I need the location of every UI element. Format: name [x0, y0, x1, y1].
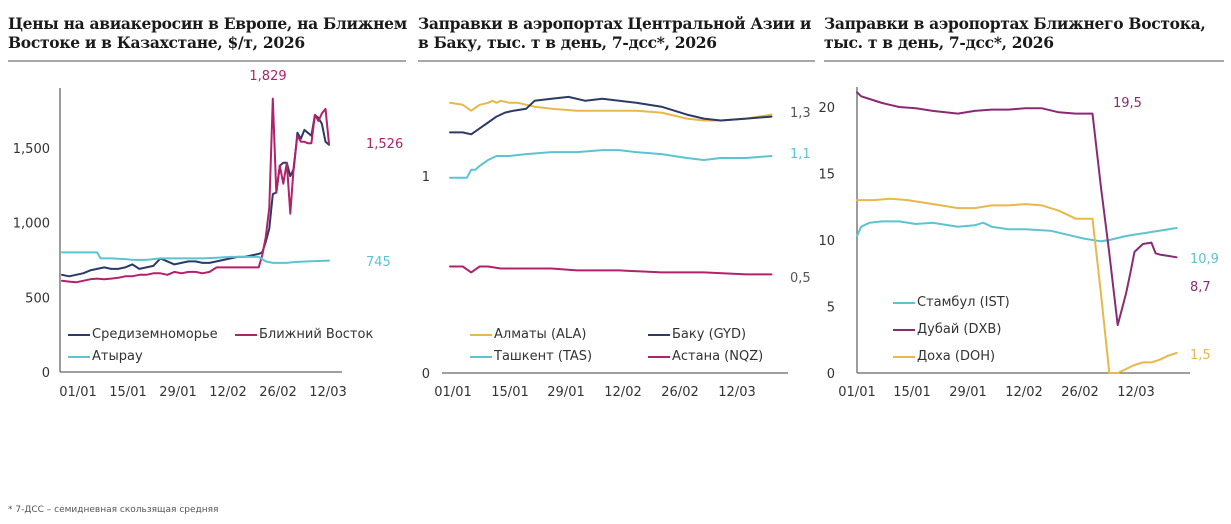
y-tick-label: 15 [818, 167, 835, 182]
y-tick-label: 500 [25, 291, 50, 306]
legend-item-tashkent: Ташкент (TAS) [470, 349, 592, 364]
legend-item-istanbul: Стамбул (IST) [893, 295, 1010, 310]
x-tick-label: 01/01 [434, 385, 471, 400]
series-line-ближний-восток [61, 97, 330, 284]
y-tick-label: 1 [422, 170, 430, 185]
chart-title-line-1: Заправки в аэропортах Ближнего Востока, [824, 14, 1206, 33]
legend-label: Алматы (ALA) [494, 327, 587, 342]
x-tick-label: 26/02 [1061, 385, 1098, 400]
data-label: 1,1 [790, 147, 811, 162]
x-tick-label: 15/01 [491, 385, 528, 400]
legend-label: Ташкент (TAS) [494, 349, 593, 364]
series-line-атырау [61, 251, 330, 264]
title-divider [8, 60, 406, 62]
legend-item-doha: Доха (DOH) [893, 349, 995, 364]
chart-title-line-2: в Баку, тыс. т в день, 7-дсс*, 2026 [418, 33, 717, 52]
chart-title-line-1: Заправки в аэропортах Центральной Азии и [418, 14, 812, 33]
legend-swatch [893, 328, 915, 331]
x-tick-label: 26/02 [259, 385, 296, 400]
y-tick-label: 0 [42, 366, 50, 381]
x-tick-label: 29/01 [159, 385, 196, 400]
legend-item-dubai: Дубай (DXB) [893, 322, 1001, 337]
chart-panel-central-asia-refuelling: Заправки в аэропортах Центральной Азии и… [418, 0, 818, 470]
legend-label: Атырау [92, 349, 143, 364]
chart-title: Цены на авиакеросин в Европе, на Ближнем… [8, 14, 407, 52]
chart-title: Заправки в аэропортах Ближнего Востока, … [824, 14, 1206, 52]
x-tick-label: 26/02 [661, 385, 698, 400]
legend-swatch [235, 333, 257, 336]
chart-title-line-1: Цены на авиакеросин в Европе, на Ближнем [8, 14, 407, 33]
y-tick-label: 1,000 [13, 217, 50, 232]
y-tick-label: 10 [818, 234, 835, 249]
x-tick-label: 12/02 [1005, 385, 1042, 400]
y-tick-label: 0 [827, 367, 835, 382]
data-label: 0,5 [790, 271, 811, 286]
data-label: 8,7 [1190, 280, 1211, 295]
legend-item-astana: Астана (NQZ) [648, 349, 763, 364]
x-tick-label: 12/03 [309, 385, 346, 400]
legend-label: Доха (DOH) [917, 349, 996, 364]
legend-item-middle-east: Ближний Восток [235, 327, 373, 342]
chart-panel-middle-east-refuelling: Заправки в аэропортах Ближнего Востока, … [824, 0, 1228, 470]
legend-label: Баку (GYD) [672, 327, 747, 342]
y-tick-label: 5 [827, 300, 835, 315]
legend-swatch [893, 301, 915, 304]
series-line-ташкент-(tas) [449, 149, 773, 179]
title-divider [824, 60, 1224, 62]
legend-swatch [648, 333, 670, 336]
series-line-баку-(gyd) [449, 95, 773, 136]
legend-item-atyrau: Атырау [68, 349, 143, 364]
chart-panel-jet-fuel-prices: Цены на авиакеросин в Европе, на Ближнем… [8, 0, 410, 470]
series-line-средиземноморье [61, 113, 330, 278]
legend-label: Средиземноморье [92, 327, 218, 342]
x-tick-label: 12/03 [718, 385, 755, 400]
legend-item-mediterranean: Средиземноморье [68, 327, 218, 342]
chart-title-line-2: тыс. т в день, 7-дсс*, 2026 [824, 33, 1054, 52]
x-tick-label: 29/01 [949, 385, 986, 400]
footnote: * 7-ДСС – семидневная скользящая средняя [8, 505, 219, 515]
legend-label: Ближний Восток [259, 327, 374, 342]
x-tick-label: 12/03 [1117, 385, 1154, 400]
legend-label: Дубай (DXB) [917, 322, 1002, 337]
legend-item-baku: Баку (GYD) [648, 327, 746, 342]
series-line-дубай-(dxb) [856, 91, 1178, 327]
y-tick-label: 20 [818, 101, 835, 116]
chart-title: Заправки в аэропортах Центральной Азии и… [418, 14, 811, 52]
data-label: 745 [366, 255, 391, 270]
series-line-доха-(doh) [856, 197, 1178, 374]
series-line-стамбул-(ist) [856, 220, 1178, 243]
data-label: 1,5 [1190, 348, 1211, 363]
series-line-астана-(nqz) [449, 265, 773, 276]
data-label: 1,526 [366, 137, 403, 152]
x-tick-label: 15/01 [109, 385, 146, 400]
legend-label: Стамбул (IST) [917, 295, 1010, 310]
data-label: 1,829 [249, 69, 286, 84]
data-label: 1,3 [790, 106, 811, 121]
series-line-алматы-(ala) [449, 99, 773, 122]
legend-swatch [68, 333, 90, 336]
y-tick-label: 0 [422, 367, 430, 382]
legend-label: Астана (NQZ) [672, 349, 764, 364]
legend-swatch [470, 355, 492, 358]
legend-swatch [470, 333, 492, 336]
chart-title-line-2: Востоке и в Казахстане, $/т, 2026 [8, 33, 305, 52]
legend-swatch [68, 355, 90, 358]
data-label: 19,5 [1113, 96, 1142, 111]
x-tick-label: 29/01 [547, 385, 584, 400]
x-tick-label: 01/01 [838, 385, 875, 400]
legend-swatch [648, 355, 670, 358]
data-label: 10,9 [1190, 252, 1219, 267]
y-tick-label: 1,500 [13, 142, 50, 157]
legend-item-almaty: Алматы (ALA) [470, 327, 586, 342]
x-tick-label: 12/02 [209, 385, 246, 400]
x-tick-label: 15/01 [893, 385, 930, 400]
title-divider [418, 60, 815, 62]
x-tick-label: 01/01 [59, 385, 96, 400]
legend-swatch [893, 355, 915, 358]
x-tick-label: 12/02 [604, 385, 641, 400]
